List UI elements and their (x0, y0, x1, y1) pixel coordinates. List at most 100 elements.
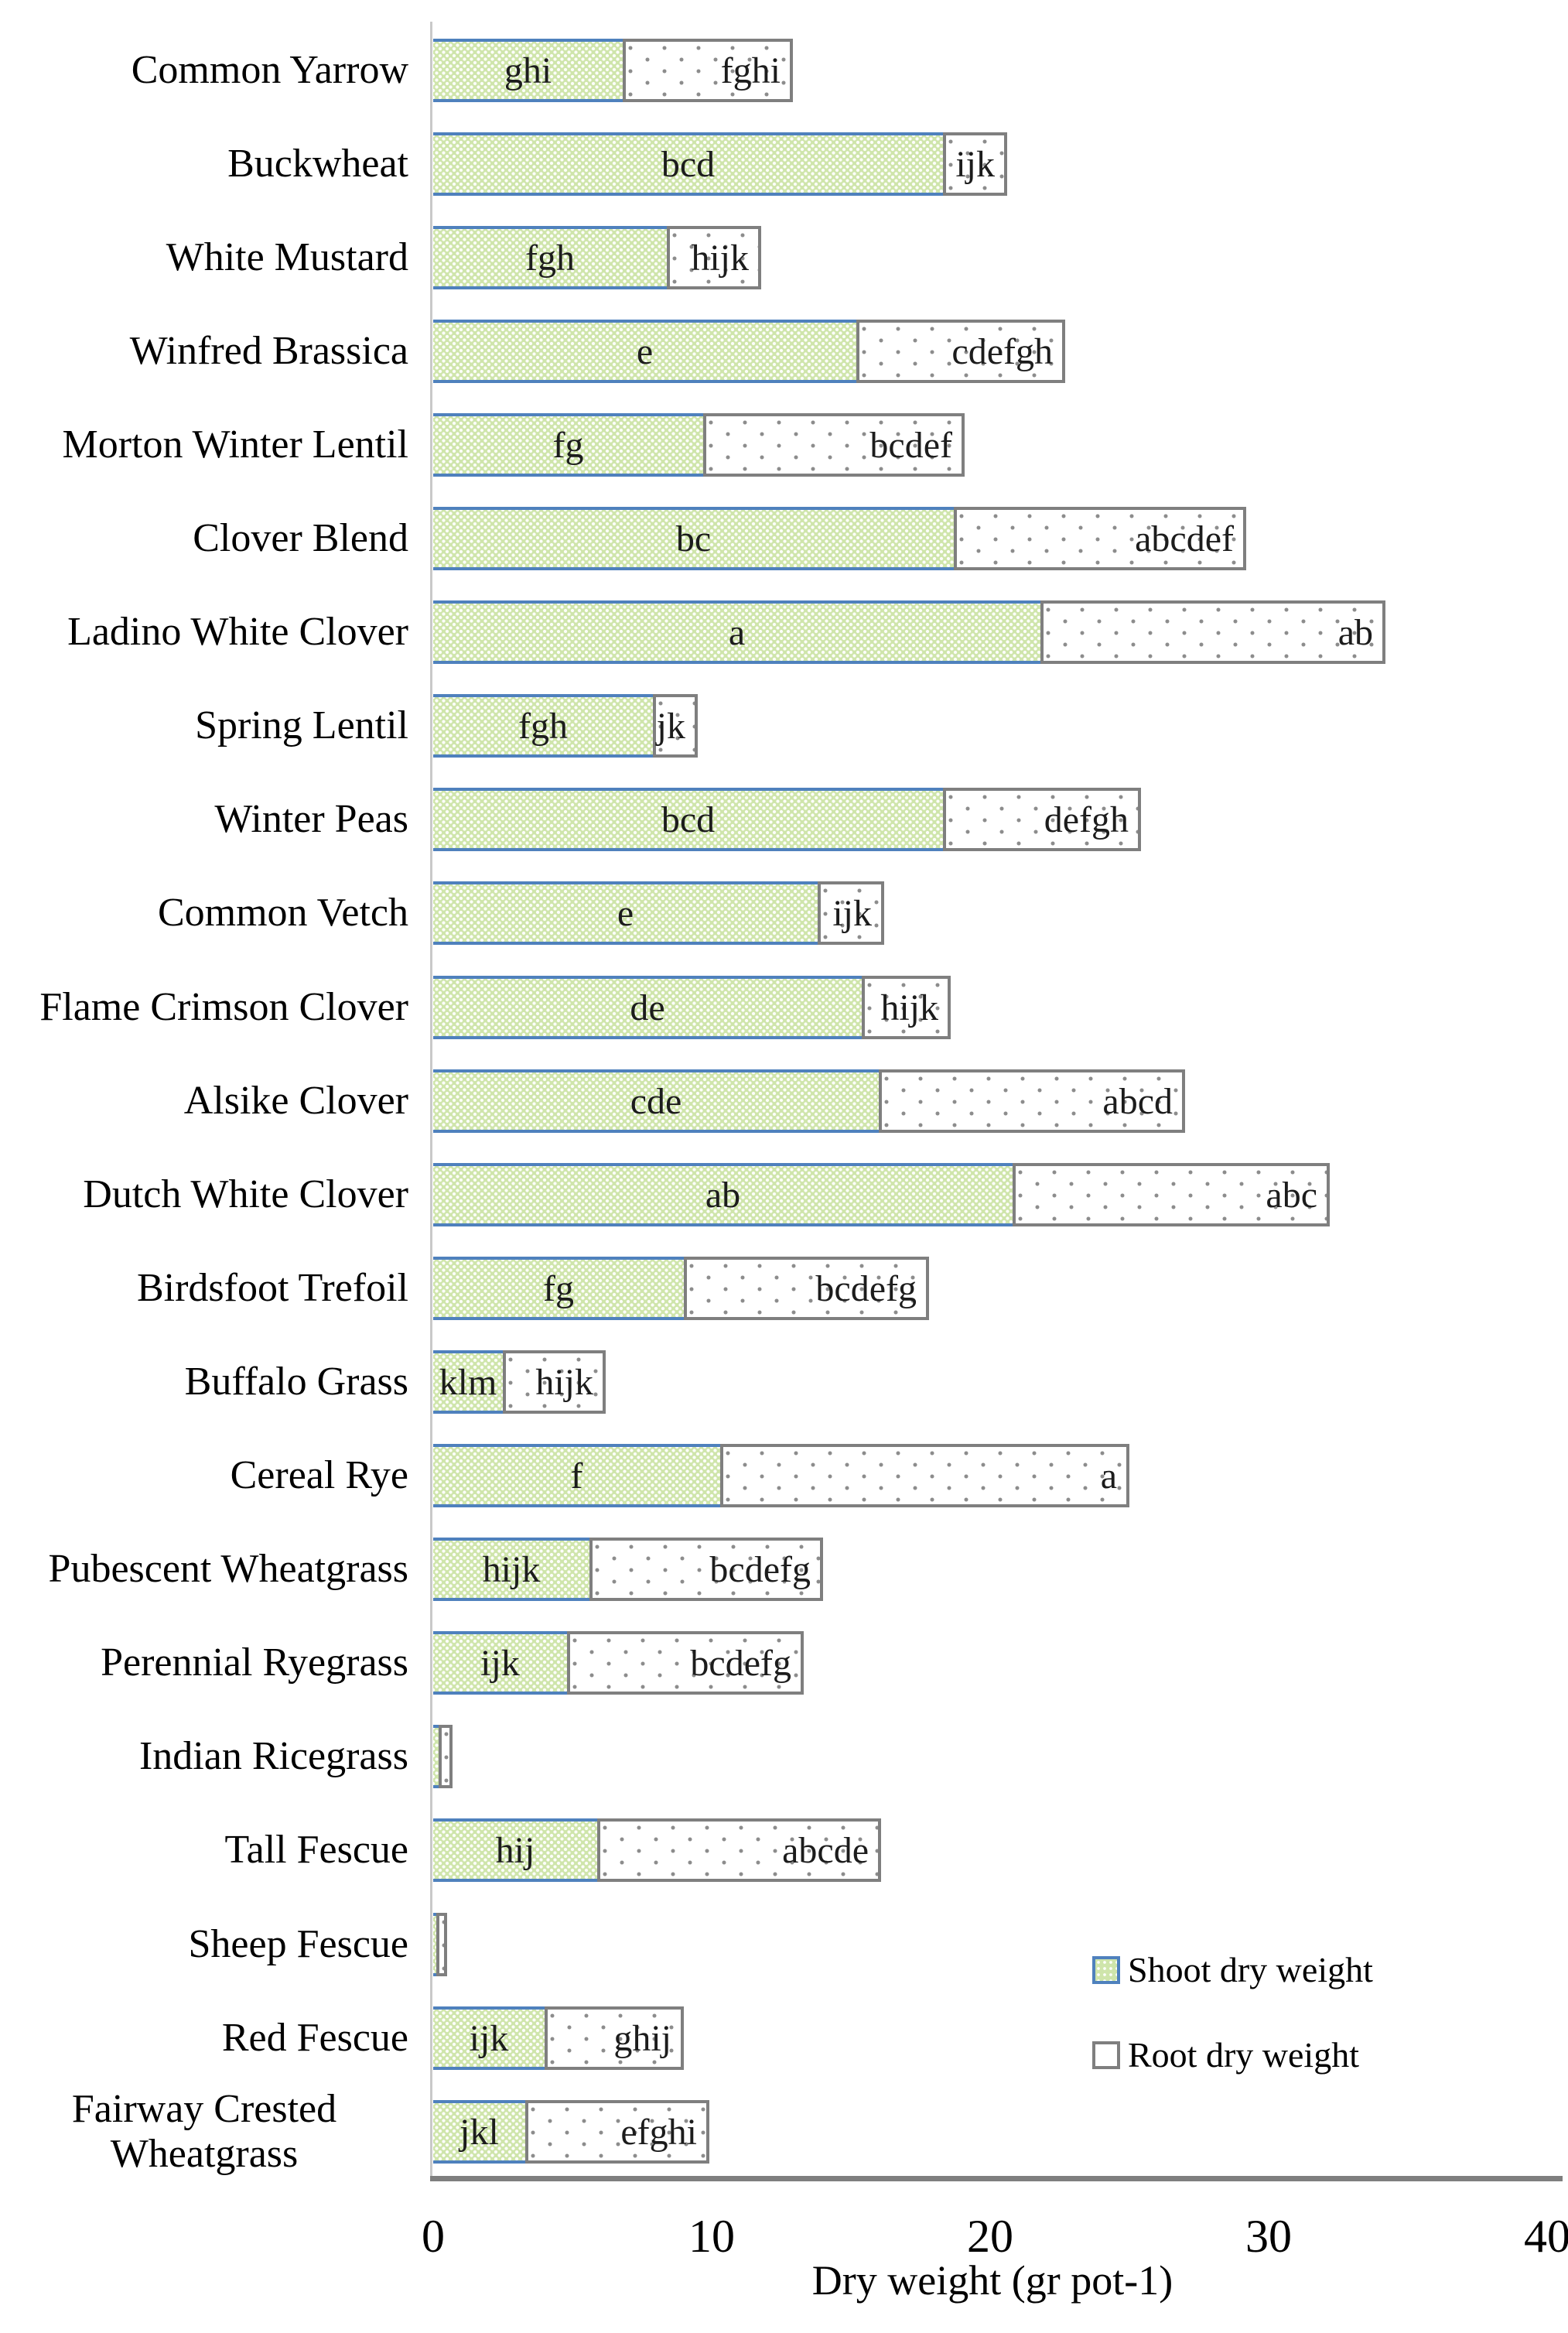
shoot-significance-label: e (617, 892, 634, 934)
shoot-bar-segment: bc (433, 507, 954, 570)
shoot-bar-segment: ijk (433, 2006, 545, 2070)
category-label: Ladino White Clover (0, 600, 408, 664)
category-label: Fairway Crested Wheatgrass (0, 2087, 408, 2176)
root-bar-segment: abcde (597, 1818, 881, 1882)
category-label-text: Common Yarrow (131, 48, 408, 92)
root-significance-label: abcde (782, 1829, 869, 1871)
x-axis-tick-label: 10 (688, 2211, 735, 2262)
root-bar-segment: ab (1040, 600, 1385, 664)
category-label: Red Fescue (0, 2006, 408, 2070)
shoot-bar-segment (433, 1725, 439, 1788)
legend-label: Root dry weight (1128, 2035, 1359, 2075)
legend-label: Shoot dry weight (1128, 1950, 1373, 1989)
category-label-text: Winter Peas (214, 797, 408, 841)
root-significance-label: abc (1266, 1174, 1317, 1216)
root-bar-segment: defgh (943, 788, 1141, 851)
shoot-bar-segment: hij (433, 1818, 597, 1882)
category-label-text: Buffalo Grass (184, 1360, 408, 1404)
shoot-significance-label: fgh (525, 237, 575, 279)
x-axis-line (430, 2176, 1563, 2181)
shoot-significance-label: bcd (661, 143, 716, 185)
category-label-text: Tall Fescue (224, 1828, 408, 1872)
category-label: Tall Fescue (0, 1818, 408, 1882)
shoot-bar-segment: fgh (433, 694, 653, 758)
category-label-text: Red Fescue (221, 2016, 408, 2060)
root-significance-label: bcdefg (709, 1548, 811, 1590)
root-bar-segment: bcdefg (589, 1538, 823, 1601)
root-significance-label: jk (656, 705, 685, 747)
shoot-significance-label: ijk (469, 2017, 509, 2059)
root-significance-label: bcdef (869, 424, 952, 466)
shoot-bar-segment: e (433, 320, 856, 383)
root-bar-segment: jk (653, 694, 698, 758)
root-bar-segment: ijk (943, 132, 1007, 196)
category-label-text: White Mustard (166, 235, 408, 279)
root-bar-segment: bcdefg (684, 1257, 929, 1320)
root-bar-segment: bcdef (703, 413, 965, 477)
root-significance-label: fghi (720, 50, 781, 91)
shoot-bar-segment: hijk (433, 1538, 589, 1601)
shoot-significance-label: klm (439, 1361, 497, 1403)
category-label: Birdsfoot Trefoil (0, 1257, 408, 1320)
category-label-text: Fairway Crested Wheatgrass (71, 2087, 337, 2176)
root-significance-label: hijk (535, 1361, 593, 1403)
y-axis-line (430, 22, 432, 2177)
category-label-text: Buckwheat (227, 142, 408, 186)
category-label: Flame Crimson Clover (0, 976, 408, 1039)
x-axis-tick-label: 20 (967, 2211, 1013, 2262)
root-bar-segment: abc (1013, 1163, 1330, 1226)
root-bar-segment: efghi (525, 2100, 709, 2164)
legend-item-root: Root dry weight (1092, 2034, 1359, 2075)
root-bar-segment: cdefgh (856, 320, 1065, 383)
shoot-significance-label: cde (630, 1080, 682, 1122)
category-label-text: Dutch White Clover (83, 1172, 408, 1216)
root-significance-label: ab (1337, 611, 1373, 653)
category-label: White Mustard (0, 226, 408, 289)
category-label-text: Morton Winter Lentil (62, 422, 408, 467)
shoot-bar-segment: bcd (433, 788, 943, 851)
category-label: Cereal Rye (0, 1444, 408, 1507)
x-axis-title: Dry weight (gr pot-1) (811, 2257, 1173, 2304)
category-label: Winter Peas (0, 788, 408, 851)
category-label: Common Vetch (0, 881, 408, 945)
root-significance-label: ghij (613, 2017, 671, 2059)
root-significance-label: defgh (1044, 799, 1129, 840)
shoot-significance-label: a (728, 611, 746, 653)
category-label-text: Indian Ricegrass (138, 1734, 408, 1778)
x-axis-tick-label: 0 (422, 2211, 445, 2262)
category-label-text: Pubescent Wheatgrass (48, 1547, 408, 1591)
shoot-significance-label: ijk (480, 1642, 520, 1684)
category-label: Perennial Ryegrass (0, 1631, 408, 1695)
shoot-significance-label: bc (675, 518, 712, 559)
root-significance-label: abcdef (1135, 518, 1234, 559)
root-significance-label: hijk (880, 987, 938, 1028)
category-label: Common Yarrow (0, 39, 408, 102)
shoot-bar-segment: a (433, 600, 1040, 664)
shoot-bar-segment: de (433, 976, 862, 1039)
root-bar-segment: ijk (818, 881, 884, 945)
category-label-text: Winfred Brassica (129, 329, 408, 373)
shoot-significance-label: fg (552, 424, 584, 466)
shoot-significance-label: fgh (518, 705, 568, 747)
category-label-text: Alsike Clover (183, 1079, 408, 1123)
shoot-bar-segment: fg (433, 1257, 684, 1320)
category-label-text: Spring Lentil (195, 703, 408, 747)
legend-root-swatch-icon (1092, 2041, 1120, 2069)
category-label: Buffalo Grass (0, 1350, 408, 1414)
root-bar-segment: abcdef (954, 507, 1246, 570)
category-label-text: Birdsfoot Trefoil (136, 1266, 408, 1310)
root-significance-label: bcdefg (815, 1267, 917, 1309)
shoot-bar-segment: bcd (433, 132, 943, 196)
shoot-bar-segment (433, 1913, 436, 1976)
shoot-bar-segment: jkl (433, 2100, 525, 2164)
root-bar-segment: hijk (862, 976, 951, 1039)
shoot-bar-segment: f (433, 1444, 720, 1507)
root-bar-segment: a (720, 1444, 1129, 1507)
x-axis-tick-label: 30 (1245, 2211, 1292, 2262)
shoot-bar-segment: ghi (433, 39, 623, 102)
shoot-significance-label: f (570, 1455, 583, 1497)
category-label-text: Ladino White Clover (67, 610, 408, 654)
shoot-significance-label: jkl (459, 2111, 499, 2153)
category-label: Winfred Brassica (0, 320, 408, 383)
